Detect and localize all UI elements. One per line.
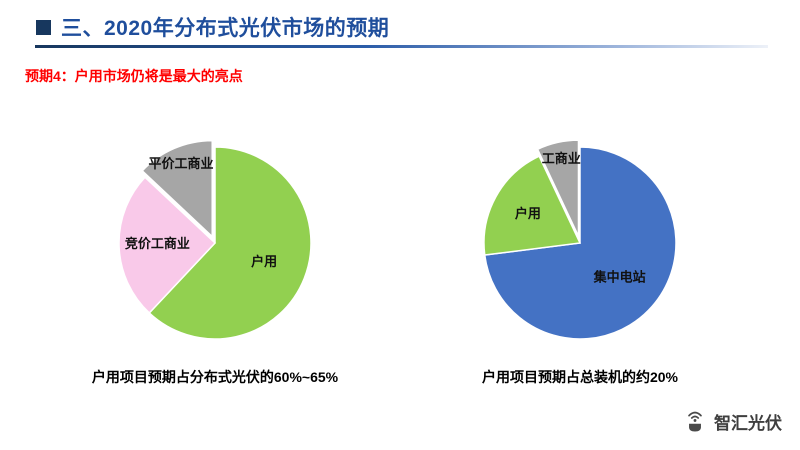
slide-subtitle: 预期4：户用市场仍将是最大的亮点 <box>25 68 243 84</box>
pie-chart: 集中电站 户用 工商业 <box>470 133 690 353</box>
hand-signal-icon <box>688 411 702 432</box>
pie-slice <box>141 139 213 239</box>
pie-chart-distributed-pv: 户用 竞价工商业 平价工商业 户用项目预期占分布式光伏的60%~65% <box>90 133 340 387</box>
title-bullet-square-icon <box>36 19 51 35</box>
title-row: 三、2020年分布式光伏市场的预期 <box>36 12 389 42</box>
pie-slice <box>536 139 580 237</box>
pie-slice-label: 户用 <box>515 206 541 221</box>
pie-slice-label: 竞价工商业 <box>125 236 190 251</box>
pie-slice-label: 集中电站 <box>593 269 646 284</box>
pie-chart-total-installed: 集中电站 户用 工商业 户用项目预期占总装机的约20% <box>455 133 705 387</box>
pie-slice <box>118 176 217 315</box>
pie-chart: 户用 竞价工商业 平价工商业 <box>105 133 325 353</box>
chart-caption: 户用项目预期占分布式光伏的60%~65% <box>91 369 339 385</box>
pie-slice <box>483 155 582 256</box>
pie-slice-label: 平价工商业 <box>148 156 213 171</box>
title-underline <box>35 45 768 48</box>
chart-caption: 户用项目预期占总装机的约20% <box>481 369 679 385</box>
logo: 智汇光伏 <box>682 408 782 434</box>
pie-slice-label: 工商业 <box>542 151 581 166</box>
logo-text: 智汇光伏 <box>714 413 782 433</box>
page-title: 三、2020年分布式光伏市场的预期 <box>61 17 390 40</box>
pie-slice-label: 户用 <box>251 254 277 269</box>
pie-slice <box>148 146 312 340</box>
